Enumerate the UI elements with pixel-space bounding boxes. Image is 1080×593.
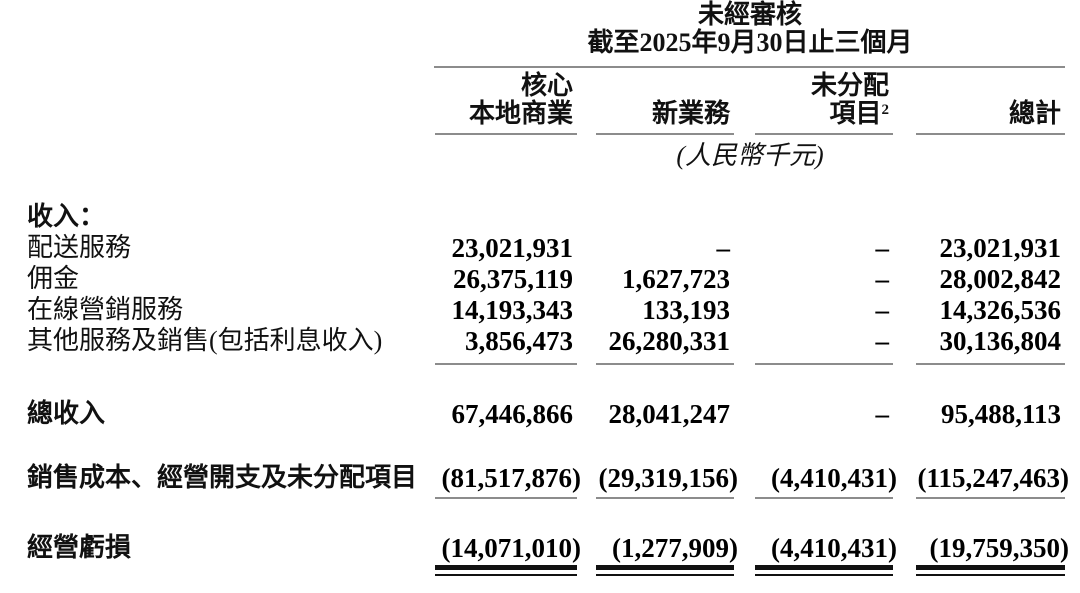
table-row: 在線營銷服務 14,193,343 133,193 – 14,326,536 (0, 295, 1080, 325)
cell-total: (115,247,463) (917, 463, 1070, 493)
col4-final-rule-thick (916, 565, 1065, 570)
row-label: 佣金 (27, 264, 80, 293)
cell-core-local: 23,021,931 (451, 233, 574, 263)
row-label: 其他服務及銷售(包括利息收入) (27, 326, 383, 355)
col2-header-underline (596, 133, 734, 135)
col4-cost-rule (916, 497, 1065, 499)
col1-subtotal-rule (435, 363, 577, 365)
header-row-period: 截至2025年9月30日止三個月 (0, 28, 1080, 58)
col1-final-rule-thick (435, 565, 577, 570)
cell-unallocated: – (875, 326, 890, 356)
col1-final-rule-thin (435, 574, 577, 576)
table-row: 佣金 26,375,119 1,627,723 – 28,002,842 (0, 264, 1080, 294)
col3-subtotal-rule (755, 363, 893, 365)
col4-header-line2: 總計 (1008, 99, 1061, 128)
cell-unallocated: – (875, 295, 890, 325)
cell-core-local: (81,517,876) (441, 463, 581, 493)
period-underline-rule (434, 66, 1065, 68)
cell-total: 95,488,113 (940, 399, 1061, 429)
col3-final-rule-thin (755, 574, 893, 576)
cell-new-initiatives: – (716, 233, 731, 263)
row-label: 銷售成本、經營開支及未分配項目 (27, 463, 418, 492)
row-label: 經營虧損 (27, 533, 132, 562)
section-label: 收入： (27, 202, 106, 231)
cell-total: 23,021,931 (939, 233, 1062, 263)
col4-header-underline (916, 133, 1065, 135)
cell-new-initiatives: 1,627,723 (622, 264, 730, 294)
unaudited-label: 未經審核 (697, 0, 802, 29)
col2-final-rule-thick (596, 565, 734, 570)
col1-header-line2: 本地商業 (468, 99, 573, 128)
col3-cost-rule (755, 497, 893, 499)
col3-header-line2: 項目2 (829, 99, 890, 128)
col2-header-line2: 新業務 (651, 99, 730, 128)
cell-core-local: (14,071,010) (441, 533, 581, 563)
cell-new-initiatives: 26,280,331 (608, 326, 731, 356)
col1-cost-rule (435, 497, 577, 499)
cell-unallocated: – (875, 399, 890, 429)
table-row-cost: 銷售成本、經營開支及未分配項目 (81,517,876) (29,319,156… (0, 463, 1080, 493)
row-label: 配送服務 (27, 233, 132, 262)
col3-header-underline (755, 133, 893, 135)
period-label: 截至2025年9月30日止三個月 (587, 28, 913, 57)
column-header-line2: 本地商業 新業務 項目2 總計 (0, 99, 1080, 129)
column-header-line1: 核心 未分配 (0, 71, 1080, 101)
cell-core-local: 67,446,866 (451, 399, 574, 429)
table-row-operating-loss: 經營虧損 (14,071,010) (1,277,909) (4,410,431… (0, 533, 1080, 563)
row-label: 在線營銷服務 (27, 295, 184, 324)
col2-cost-rule (596, 497, 734, 499)
table-row-total-revenue: 總收入 67,446,866 28,041,247 – 95,488,113 (0, 399, 1080, 429)
col3-header-line1: 未分配 (810, 71, 889, 100)
cell-unallocated: – (875, 264, 890, 294)
cell-new-initiatives: (29,319,156) (598, 463, 738, 493)
col4-final-rule-thin (916, 574, 1065, 576)
cell-total: 28,002,842 (939, 264, 1062, 294)
cell-new-initiatives: 133,193 (642, 295, 730, 325)
currency-note-row: (人民幣千元) (0, 141, 1080, 171)
cell-core-local: 14,193,343 (451, 295, 574, 325)
col3-final-rule-thick (755, 565, 893, 570)
cell-total: 30,136,804 (939, 326, 1062, 356)
footnote-superscript: 2 (881, 102, 890, 118)
header-row-unaudited: 未經審核 (0, 0, 1080, 30)
col4-subtotal-rule (916, 363, 1065, 365)
cell-unallocated: (4,410,431) (771, 533, 897, 563)
cell-total: (19,759,350) (929, 533, 1069, 563)
col1-header-underline (435, 133, 577, 135)
cell-new-initiatives: 28,041,247 (608, 399, 731, 429)
cell-new-initiatives: (1,277,909) (612, 533, 738, 563)
cell-total: 14,326,536 (939, 295, 1062, 325)
cell-core-local: 26,375,119 (452, 264, 573, 294)
table-row-section: 收入： (0, 202, 1080, 232)
col2-final-rule-thin (596, 574, 734, 576)
table-row: 其他服務及銷售(包括利息收入) 3,856,473 26,280,331 – 3… (0, 326, 1080, 356)
cell-unallocated: (4,410,431) (771, 463, 897, 493)
currency-note: (人民幣千元) (676, 141, 824, 170)
cell-core-local: 3,856,473 (465, 326, 573, 356)
cell-unallocated: – (875, 233, 890, 263)
row-label: 總收入 (27, 399, 106, 428)
col1-header-line1: 核心 (520, 71, 573, 100)
table-row: 配送服務 23,021,931 – – 23,021,931 (0, 233, 1080, 263)
col2-subtotal-rule (596, 363, 734, 365)
